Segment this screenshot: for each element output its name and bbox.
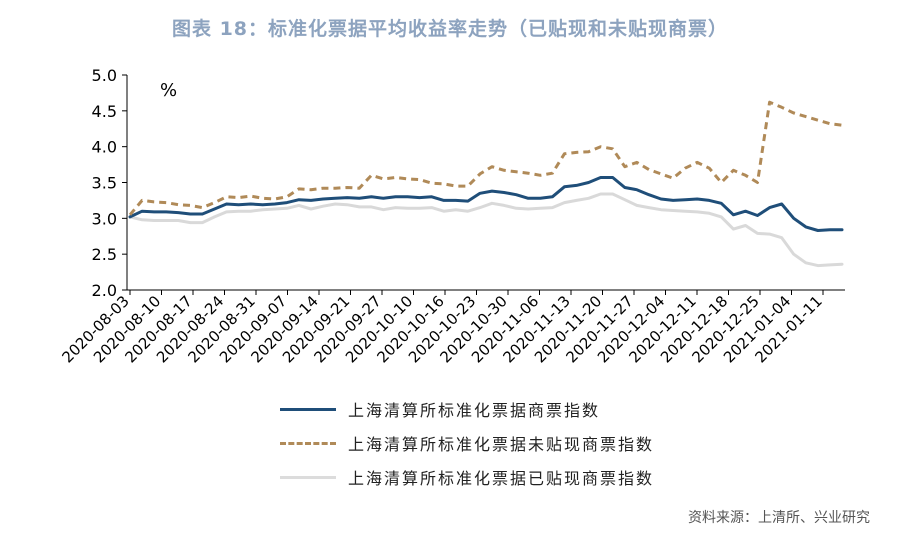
chart-axes: 2.02.53.03.54.04.55.02020-08-032020-08-1… [58,66,845,366]
chart-title: 图表 18：标准化票据平均收益率走势（已贴现和未贴现商票） [171,18,729,40]
y-tick-label: 4.0 [92,138,117,157]
legend-label-paid: 上海清算所标准化票据已贴现商票指数 [348,469,655,488]
y-tick-label: 4.5 [92,102,117,121]
legend-label-unpaid: 上海清算所标准化票据未贴现商票指数 [348,435,655,454]
y-tick-label: 3.0 [92,209,117,228]
legend-label-main: 上海清算所标准化票据商票指数 [348,401,601,420]
y-unit-label: % [160,80,177,101]
series-line-1 [128,100,843,216]
legend-item-main: 上海清算所标准化票据商票指数 [280,392,654,426]
legend-swatch-paid [280,475,336,479]
y-tick-label: 3.5 [92,174,117,193]
legend-item-unpaid: 上海清算所标准化票据未贴现商票指数 [280,426,654,460]
legend-item-paid: 上海清算所标准化票据已贴现商票指数 [280,460,654,494]
series-line-2 [128,192,844,268]
legend-swatch-main [280,407,336,411]
legend-swatch-unpaid [280,441,336,445]
source-note: 资料来源：上清所、兴业研究 [688,510,870,526]
series-line-0 [128,176,844,232]
legend: 上海清算所标准化票据商票指数 上海清算所标准化票据未贴现商票指数 上海清算所标准… [280,392,654,494]
y-tick-label: 5.0 [92,66,117,85]
chart-series [128,100,844,268]
y-tick-label: 2.5 [92,245,117,264]
y-tick-label: 2.0 [92,281,117,300]
